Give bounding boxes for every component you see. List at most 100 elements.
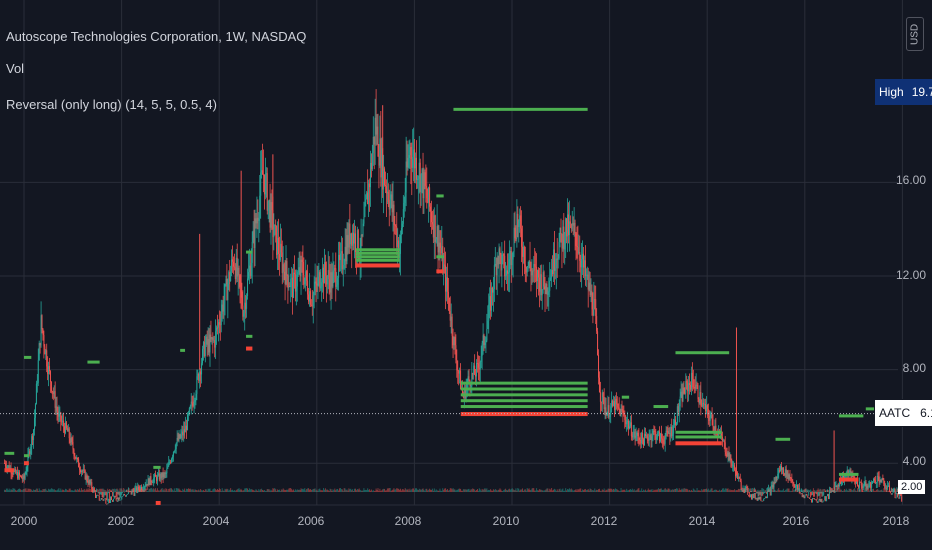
candle-body <box>510 251 512 266</box>
candle-body <box>641 433 643 444</box>
candle-body <box>542 272 544 290</box>
volume-bar <box>697 490 699 492</box>
candle-body <box>277 237 279 255</box>
strategy-indicator-label[interactable]: Reversal (only long) (14, 5, 5, 0.5, 4) <box>6 97 217 112</box>
candle-body <box>366 192 368 199</box>
volume-bar <box>837 489 839 492</box>
volume-bar <box>873 490 875 492</box>
volume-bar <box>877 489 879 492</box>
candle-body <box>343 265 345 269</box>
volume-bar <box>4 490 6 492</box>
volume-bar <box>284 490 286 492</box>
volume-bar <box>636 489 638 492</box>
candle-body <box>772 485 774 488</box>
candle-body <box>811 497 813 503</box>
volume-bar <box>293 489 295 492</box>
stop-level-line <box>155 500 161 505</box>
candle-body <box>780 466 782 472</box>
volume-bar <box>828 490 830 492</box>
volume-bar <box>109 488 111 492</box>
candle-body <box>499 248 501 255</box>
candle-body <box>707 408 709 417</box>
volume-bar <box>167 490 169 492</box>
candle-body <box>546 284 548 295</box>
volume-bar <box>318 489 320 492</box>
candle-body <box>110 496 112 501</box>
candle-body <box>100 497 102 501</box>
volume-bar <box>366 490 368 492</box>
volume-bar <box>114 489 116 492</box>
volume-bar <box>613 489 615 492</box>
candle-body <box>140 487 142 491</box>
candle-body <box>712 419 714 427</box>
volume-bar <box>229 489 231 492</box>
candle-body <box>279 243 281 260</box>
volume-bar <box>395 489 397 492</box>
volume-bar <box>802 490 804 492</box>
volume-bar <box>29 488 31 492</box>
volume-bar <box>605 489 607 492</box>
volume-bar <box>151 488 153 492</box>
volume-bar <box>32 490 34 492</box>
candle-body <box>90 482 92 484</box>
candle-body <box>841 481 843 484</box>
volume-bar <box>453 489 455 492</box>
volume-bar <box>113 488 115 492</box>
volume-bar <box>491 490 493 492</box>
candle-body <box>611 400 613 407</box>
volume-bar <box>500 489 502 492</box>
volume-bar <box>490 489 492 492</box>
volume-bar <box>740 490 742 492</box>
volume-indicator-label[interactable]: Vol <box>6 61 25 76</box>
candle-body <box>686 381 688 383</box>
candle-body <box>796 485 798 487</box>
volume-bar <box>817 488 819 492</box>
volume-bar <box>242 490 244 492</box>
candle-body <box>869 482 871 487</box>
candle-body <box>91 482 93 490</box>
stop-level-line <box>4 468 15 473</box>
entry-level-line <box>436 194 444 198</box>
volume-bar <box>27 488 29 492</box>
candle-body <box>706 405 708 409</box>
candle-body <box>28 451 30 455</box>
volume-bar <box>805 488 807 492</box>
candle-body <box>148 478 150 486</box>
volume-bar <box>232 489 234 492</box>
candle-body <box>110 496 112 504</box>
volume-bar <box>189 488 191 492</box>
candle-body <box>528 261 530 267</box>
volume-bar <box>848 488 850 492</box>
candle-body <box>821 498 823 503</box>
candle-body <box>857 485 859 488</box>
y-tick-label: 4.00 <box>902 454 926 468</box>
currency-button[interactable]: USD <box>906 17 924 51</box>
x-tick-label: 2002 <box>107 514 135 528</box>
candle-body <box>112 498 114 502</box>
last-price-value: 6.12 <box>920 406 932 420</box>
candle-body <box>762 500 764 502</box>
volume-bar <box>33 489 35 492</box>
candle-body <box>758 497 760 500</box>
volume-bar <box>872 488 874 492</box>
candle-body <box>171 458 173 463</box>
candle-body <box>303 275 305 285</box>
volume-bar <box>872 488 874 492</box>
candle-body <box>263 174 265 195</box>
candle-body <box>820 498 822 502</box>
candle-body <box>603 397 605 410</box>
candle-body <box>588 282 590 290</box>
volume-bar <box>888 488 890 492</box>
candle-body <box>16 472 18 474</box>
candle-body <box>735 470 737 477</box>
volume-bar <box>621 490 623 492</box>
candle-body <box>564 240 566 250</box>
volume-bar <box>267 489 269 492</box>
volume-bar <box>72 490 74 492</box>
candle-body <box>357 230 359 257</box>
candle-body <box>537 270 539 278</box>
x-tick-label: 2000 <box>10 514 38 528</box>
candle-body <box>395 225 397 228</box>
candle-body <box>353 232 355 244</box>
